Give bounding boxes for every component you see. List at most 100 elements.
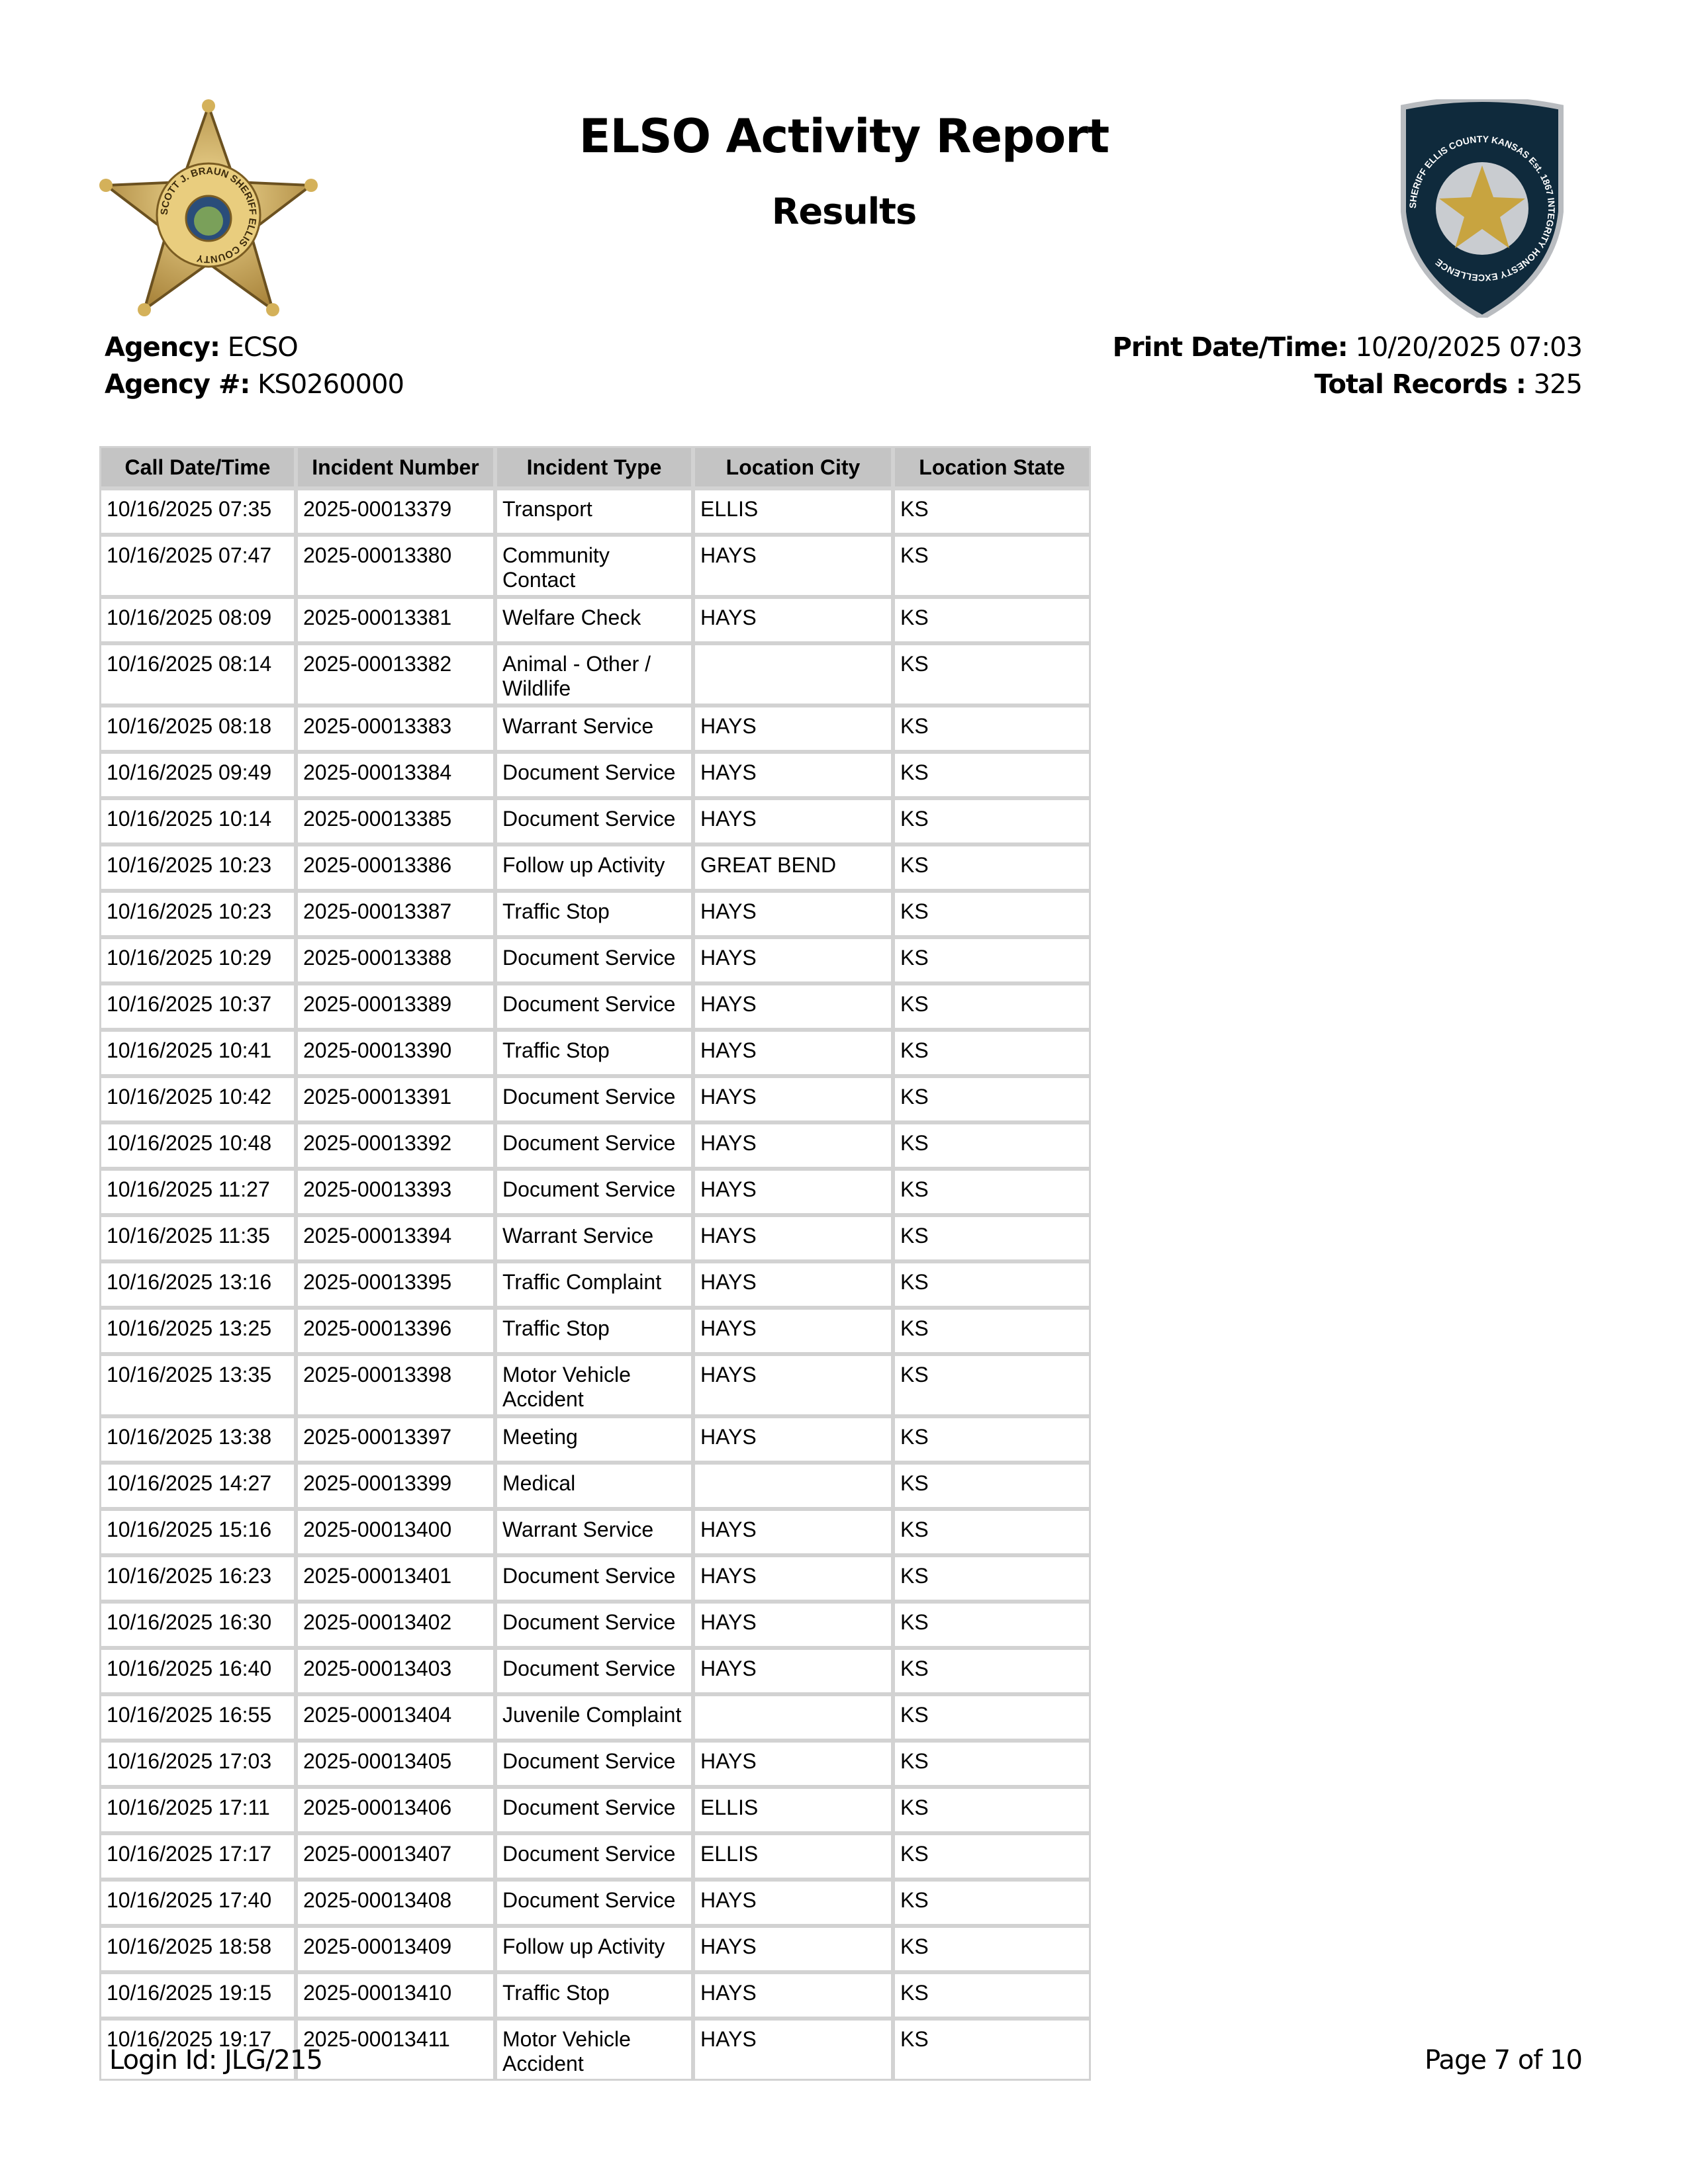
incident-number-cell: 2025-00013382 — [296, 643, 495, 705]
call-datetime-cell: 10/16/2025 10:14 — [99, 798, 296, 844]
location-city-cell: HAYS — [693, 891, 893, 937]
total-records-value: 325 — [1533, 369, 1583, 400]
call-datetime-cell: 10/16/2025 16:30 — [99, 1602, 296, 1648]
incident-type-cell: Document Service — [495, 1602, 693, 1648]
location-state-cell: KS — [893, 1354, 1091, 1416]
incident-number-cell: 2025-00013384 — [296, 752, 495, 798]
location-city-cell: HAYS — [693, 752, 893, 798]
incident-type-cell: Transport — [495, 488, 693, 535]
location-city-cell: HAYS — [693, 1972, 893, 2019]
location-state-cell: KS — [893, 1030, 1091, 1076]
location-state-cell: KS — [893, 844, 1091, 891]
table-row: 10/16/2025 09:49 2025-00013384 Document Se… — [99, 752, 1091, 798]
location-state-cell: KS — [893, 798, 1091, 844]
location-city-cell: HAYS — [693, 798, 893, 844]
location-city-cell: ELLIS — [693, 1787, 893, 1833]
call-datetime-cell: 10/16/2025 11:35 — [99, 1215, 296, 1261]
location-state-cell: KS — [893, 597, 1091, 643]
location-city-cell: HAYS — [693, 1261, 893, 1308]
page-number: Page 7 of 10 — [1425, 2045, 1583, 2075]
location-state-cell: KS — [893, 643, 1091, 705]
table-row: 10/16/2025 18:58 2025-00013409 Follow up A… — [99, 1926, 1091, 1972]
location-city-cell: HAYS — [693, 705, 893, 752]
incident-type-cell: Traffic Stop — [495, 1308, 693, 1354]
table-row: 10/16/2025 11:35 2025-00013394 Warrant Ser… — [99, 1215, 1091, 1261]
location-city-cell: HAYS — [693, 2019, 893, 2081]
location-city-cell: HAYS — [693, 1354, 893, 1416]
location-city-cell: HAYS — [693, 1741, 893, 1787]
incident-type-cell: Document Service — [495, 1833, 693, 1880]
incident-number-cell: 2025-00013388 — [296, 937, 495, 983]
table-header-row: Call Date/Time Incident Number Incident … — [99, 446, 1091, 488]
table-row: 10/16/2025 13:16 2025-00013395 Traffic Com… — [99, 1261, 1091, 1308]
location-state-cell: KS — [893, 1308, 1091, 1354]
location-state-cell: KS — [893, 1261, 1091, 1308]
location-state-cell: KS — [893, 1694, 1091, 1741]
table-row: 10/16/2025 08:14 2025-00013382 Animal - Ot… — [99, 643, 1091, 705]
call-datetime-cell: 10/16/2025 10:48 — [99, 1122, 296, 1169]
incident-number-cell: 2025-00013408 — [296, 1880, 495, 1926]
location-city-cell: HAYS — [693, 1076, 893, 1122]
incident-type-cell: Follow up Activity — [495, 844, 693, 891]
location-city-cell: HAYS — [693, 983, 893, 1030]
agency-label: Agency: — [105, 332, 220, 363]
location-state-cell: KS — [893, 1076, 1091, 1122]
report-title: ELSO Activity Report — [579, 109, 1109, 163]
location-city-cell: HAYS — [693, 1509, 893, 1555]
location-city-cell: HAYS — [693, 1648, 893, 1694]
table-row: 10/16/2025 07:35 2025-00013379 Transport EL… — [99, 488, 1091, 535]
agency-number-value: KS0260000 — [258, 369, 404, 400]
incident-type-cell: Document Service — [495, 1648, 693, 1694]
incident-type-cell: Document Service — [495, 1169, 693, 1215]
incident-number-cell: 2025-00013396 — [296, 1308, 495, 1354]
location-city-cell: HAYS — [693, 597, 893, 643]
incident-number-cell: 2025-00013407 — [296, 1833, 495, 1880]
location-city-cell: HAYS — [693, 1602, 893, 1648]
incident-type-cell: Document Service — [495, 1122, 693, 1169]
sheriff-star-badge-logo: SCOTT J. BRAUN SHERIFF ELLIS COUNTY — [99, 99, 318, 318]
print-date-label: Print Date/Time: — [1112, 332, 1348, 363]
table-row: 10/16/2025 16:40 2025-00013403 Document Se… — [99, 1648, 1091, 1694]
incident-type-cell: Warrant Service — [495, 1215, 693, 1261]
table-row: 10/16/2025 10:48 2025-00013392 Document Se… — [99, 1122, 1091, 1169]
call-datetime-cell: 10/16/2025 07:35 — [99, 488, 296, 535]
table-row: 10/16/2025 10:14 2025-00013385 Document Se… — [99, 798, 1091, 844]
table-row: 10/16/2025 17:11 2025-00013406 Document Se… — [99, 1787, 1091, 1833]
table-row: 10/16/2025 13:35 2025-00013398 Motor Vehic… — [99, 1354, 1091, 1416]
location-state-cell: KS — [893, 752, 1091, 798]
table-row: 10/16/2025 10:37 2025-00013389 Document Se… — [99, 983, 1091, 1030]
incident-type-cell: Warrant Service — [495, 1509, 693, 1555]
incident-type-cell: Document Service — [495, 1880, 693, 1926]
call-datetime-cell: 10/16/2025 10:42 — [99, 1076, 296, 1122]
incident-type-cell: Community Contact — [495, 535, 693, 597]
table-row: 10/16/2025 08:18 2025-00013383 Warrant Ser… — [99, 705, 1091, 752]
table-row: 10/16/2025 10:23 2025-00013387 Traffic Sto… — [99, 891, 1091, 937]
agency-info: Agency: ECSO Agency #: KS0260000 — [105, 332, 404, 406]
location-state-cell: KS — [893, 705, 1091, 752]
location-city-cell: HAYS — [693, 1555, 893, 1602]
call-datetime-cell: 10/16/2025 17:17 — [99, 1833, 296, 1880]
incident-number-cell: 2025-00013409 — [296, 1926, 495, 1972]
table-row: 10/16/2025 15:16 2025-00013400 Warrant Ser… — [99, 1509, 1091, 1555]
table-row: 10/16/2025 19:15 2025-00013410 Traffic Sto… — [99, 1972, 1091, 2019]
location-state-cell: KS — [893, 1463, 1091, 1509]
call-datetime-cell: 10/16/2025 10:23 — [99, 844, 296, 891]
total-records-label: Total Records : — [1314, 369, 1526, 400]
incident-number-cell: 2025-00013379 — [296, 488, 495, 535]
location-state-cell: KS — [893, 1787, 1091, 1833]
incident-number-cell: 2025-00013389 — [296, 983, 495, 1030]
location-state-cell: KS — [893, 1169, 1091, 1215]
incident-type-cell: Document Service — [495, 1787, 693, 1833]
call-datetime-cell: 10/16/2025 13:25 — [99, 1308, 296, 1354]
call-datetime-cell: 10/16/2025 16:55 — [99, 1694, 296, 1741]
call-datetime-cell: 10/16/2025 19:15 — [99, 1972, 296, 2019]
incident-type-cell: Traffic Stop — [495, 1972, 693, 2019]
column-header: Incident Type — [495, 446, 693, 488]
call-datetime-cell: 10/16/2025 17:03 — [99, 1741, 296, 1787]
incident-type-cell: Document Service — [495, 798, 693, 844]
print-info: Print Date/Time: 10/20/2025 07:03 Total … — [1112, 332, 1583, 406]
location-city-cell: HAYS — [693, 1880, 893, 1926]
incident-number-cell: 2025-00013404 — [296, 1694, 495, 1741]
call-datetime-cell: 10/16/2025 08:09 — [99, 597, 296, 643]
location-city-cell: HAYS — [693, 1308, 893, 1354]
